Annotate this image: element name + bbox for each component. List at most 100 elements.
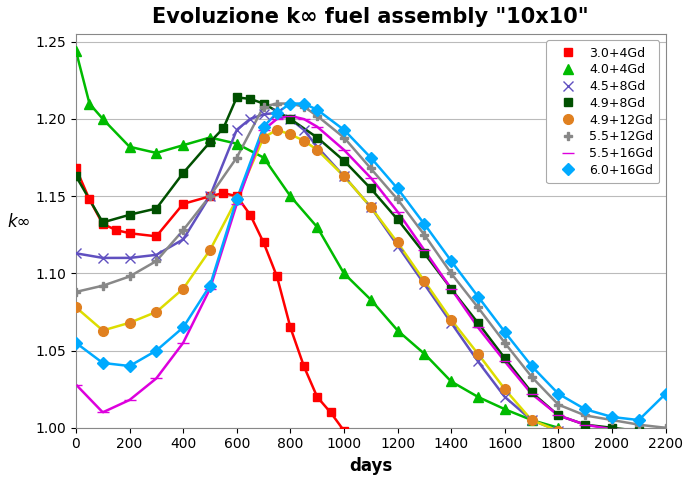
- 4.0+4Gd: [152, 150, 161, 156]
- 4.5+8Gd: [635, 441, 643, 446]
- 5.5+12Gd: [474, 305, 482, 310]
- 4.9+8Gd: [339, 158, 348, 163]
- 5.5+12Gd: [581, 413, 589, 418]
- 4.5+8Gd: [233, 127, 241, 133]
- 4.5+8Gd: [99, 255, 107, 261]
- 4.9+8Gd: [581, 422, 589, 428]
- 3.0+4Gd: [380, 471, 388, 477]
- 5.5+12Gd: [259, 104, 268, 109]
- 5.5+12Gd: [152, 258, 161, 264]
- 3.0+4Gd: [112, 227, 120, 233]
- 4.9+8Gd: [206, 139, 214, 145]
- 3.0+4Gd: [299, 363, 308, 369]
- 4.9+12Gd: [259, 134, 268, 140]
- 4.0+4Gd: [99, 116, 107, 122]
- 4.5+8Gd: [608, 437, 616, 443]
- 6.0+16Gd: [313, 107, 322, 113]
- 5.5+12Gd: [206, 193, 214, 199]
- Line: 3.0+4Gd: 3.0+4Gd: [72, 164, 402, 482]
- 5.5+12Gd: [447, 270, 455, 276]
- 5.5+16Gd: [206, 286, 214, 292]
- X-axis label: days: days: [349, 457, 393, 475]
- 4.5+8Gd: [72, 251, 80, 256]
- 5.5+16Gd: [233, 201, 241, 207]
- 4.0+4Gd: [501, 406, 509, 412]
- 4.9+8Gd: [286, 116, 295, 122]
- 4.9+8Gd: [608, 425, 616, 431]
- 4.9+12Gd: [608, 437, 616, 443]
- 6.0+16Gd: [662, 391, 670, 397]
- 4.9+8Gd: [474, 320, 482, 326]
- 3.0+4Gd: [86, 196, 94, 202]
- 3.0+4Gd: [126, 230, 134, 236]
- 4.9+8Gd: [366, 186, 375, 191]
- 6.0+16Gd: [581, 406, 589, 412]
- 5.5+16Gd: [608, 427, 616, 432]
- 4.9+12Gd: [581, 433, 589, 439]
- 3.0+4Gd: [219, 190, 228, 196]
- Line: 4.0+4Gd: 4.0+4Gd: [71, 46, 563, 433]
- 5.5+16Gd: [339, 147, 348, 153]
- 4.9+8Gd: [152, 206, 161, 212]
- 4.5+8Gd: [581, 434, 589, 440]
- 5.5+16Gd: [581, 422, 589, 428]
- 5.5+16Gd: [72, 382, 80, 388]
- 6.0+16Gd: [152, 348, 161, 353]
- 4.0+4Gd: [206, 134, 214, 140]
- 4.9+8Gd: [635, 428, 643, 434]
- Legend: 3.0+4Gd, 4.0+4Gd, 4.5+8Gd, 4.9+8Gd, 4.9+12Gd, 5.5+12Gd, 5.5+16Gd, 6.0+16Gd: 3.0+4Gd, 4.0+4Gd, 4.5+8Gd, 4.9+8Gd, 4.9+…: [546, 40, 660, 183]
- 4.0+4Gd: [366, 297, 375, 303]
- 4.5+8Gd: [393, 243, 402, 249]
- 3.0+4Gd: [179, 201, 187, 207]
- 4.9+8Gd: [259, 101, 268, 107]
- 6.0+16Gd: [286, 101, 295, 107]
- 4.5+8Gd: [273, 110, 281, 116]
- 3.0+4Gd: [233, 193, 241, 199]
- 3.0+4Gd: [313, 394, 322, 400]
- 5.5+16Gd: [527, 391, 535, 397]
- 5.5+16Gd: [501, 359, 509, 364]
- 3.0+4Gd: [353, 443, 362, 449]
- 4.9+12Gd: [554, 428, 562, 434]
- 4.9+8Gd: [99, 219, 107, 225]
- 4.5+8Gd: [259, 111, 268, 117]
- 3.0+4Gd: [273, 274, 281, 280]
- 4.9+8Gd: [501, 355, 509, 361]
- 4.0+4Gd: [179, 142, 187, 148]
- 5.5+12Gd: [662, 425, 670, 431]
- 3.0+4Gd: [339, 428, 348, 434]
- 4.9+12Gd: [99, 328, 107, 334]
- 4.9+8Gd: [420, 251, 428, 256]
- 6.0+16Gd: [635, 417, 643, 423]
- 6.0+16Gd: [99, 360, 107, 366]
- 4.0+4Gd: [259, 155, 268, 161]
- 4.0+4Gd: [474, 394, 482, 400]
- 3.0+4Gd: [366, 459, 375, 465]
- 4.5+8Gd: [313, 144, 322, 149]
- 4.0+4Gd: [126, 144, 134, 149]
- 4.9+12Gd: [501, 386, 509, 392]
- 4.0+4Gd: [527, 417, 535, 423]
- 5.5+12Gd: [366, 165, 375, 171]
- 6.0+16Gd: [299, 101, 308, 107]
- 5.5+12Gd: [608, 417, 616, 423]
- 4.9+12Gd: [206, 247, 214, 253]
- 6.0+16Gd: [608, 414, 616, 420]
- Title: Evoluzione k∞ fuel assembly "10x10": Evoluzione k∞ fuel assembly "10x10": [152, 7, 589, 27]
- 4.5+8Gd: [501, 394, 509, 400]
- 5.5+16Gd: [313, 124, 322, 130]
- 5.5+16Gd: [635, 428, 643, 434]
- 5.5+12Gd: [527, 374, 535, 380]
- 4.9+8Gd: [126, 212, 134, 217]
- 4.9+12Gd: [179, 286, 187, 292]
- 3.0+4Gd: [152, 233, 161, 239]
- 5.5+12Gd: [635, 422, 643, 428]
- 5.5+12Gd: [420, 232, 428, 238]
- 6.0+16Gd: [72, 340, 80, 346]
- 6.0+16Gd: [259, 124, 268, 130]
- 5.5+16Gd: [99, 409, 107, 415]
- 6.0+16Gd: [501, 329, 509, 335]
- 5.5+16Gd: [273, 116, 281, 122]
- 5.5+16Gd: [126, 397, 134, 403]
- 6.0+16Gd: [393, 186, 402, 191]
